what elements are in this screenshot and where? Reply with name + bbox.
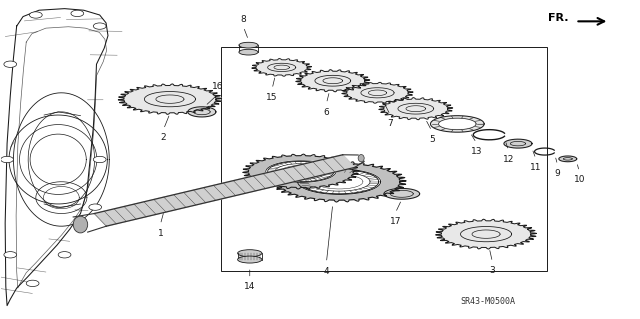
Circle shape [4,252,17,258]
Circle shape [71,10,84,17]
Text: 4: 4 [324,267,329,276]
Text: 6: 6 [323,108,329,117]
Ellipse shape [237,250,262,257]
Text: 8: 8 [241,15,246,24]
Polygon shape [278,163,400,200]
Circle shape [29,12,42,18]
Polygon shape [431,116,484,132]
Polygon shape [379,98,452,120]
Text: 3: 3 [490,266,495,275]
Polygon shape [559,156,577,162]
Text: 17: 17 [390,217,401,226]
Circle shape [26,280,39,286]
Polygon shape [436,219,536,249]
Text: 14: 14 [244,282,255,292]
Text: 9: 9 [555,169,561,178]
Text: 12: 12 [502,155,514,164]
Text: 5: 5 [429,135,435,144]
Polygon shape [384,189,420,199]
Ellipse shape [73,216,88,233]
Ellipse shape [237,256,262,263]
Ellipse shape [358,154,364,162]
FancyArrowPatch shape [578,18,604,25]
Text: 1: 1 [157,229,163,238]
Polygon shape [188,107,216,117]
Text: 7: 7 [387,119,393,128]
Polygon shape [94,155,355,226]
Text: SR43-M0500A: SR43-M0500A [461,297,515,306]
Text: 10: 10 [573,175,585,184]
Text: 15: 15 [266,93,278,102]
Polygon shape [266,161,336,182]
Circle shape [4,61,17,67]
Text: 13: 13 [470,147,482,156]
Text: 2: 2 [161,133,166,143]
Polygon shape [118,84,221,115]
Circle shape [93,23,106,29]
Circle shape [93,156,106,163]
Circle shape [1,156,13,163]
Text: 11: 11 [530,163,541,172]
Polygon shape [248,156,353,188]
Text: FR.: FR. [548,13,568,23]
Polygon shape [298,169,381,195]
Polygon shape [296,70,370,92]
Polygon shape [504,139,532,148]
Polygon shape [252,58,312,76]
Circle shape [58,252,71,258]
Polygon shape [342,82,413,103]
Circle shape [89,204,102,210]
Ellipse shape [239,49,258,55]
Ellipse shape [239,42,258,48]
Text: 16: 16 [212,82,223,91]
